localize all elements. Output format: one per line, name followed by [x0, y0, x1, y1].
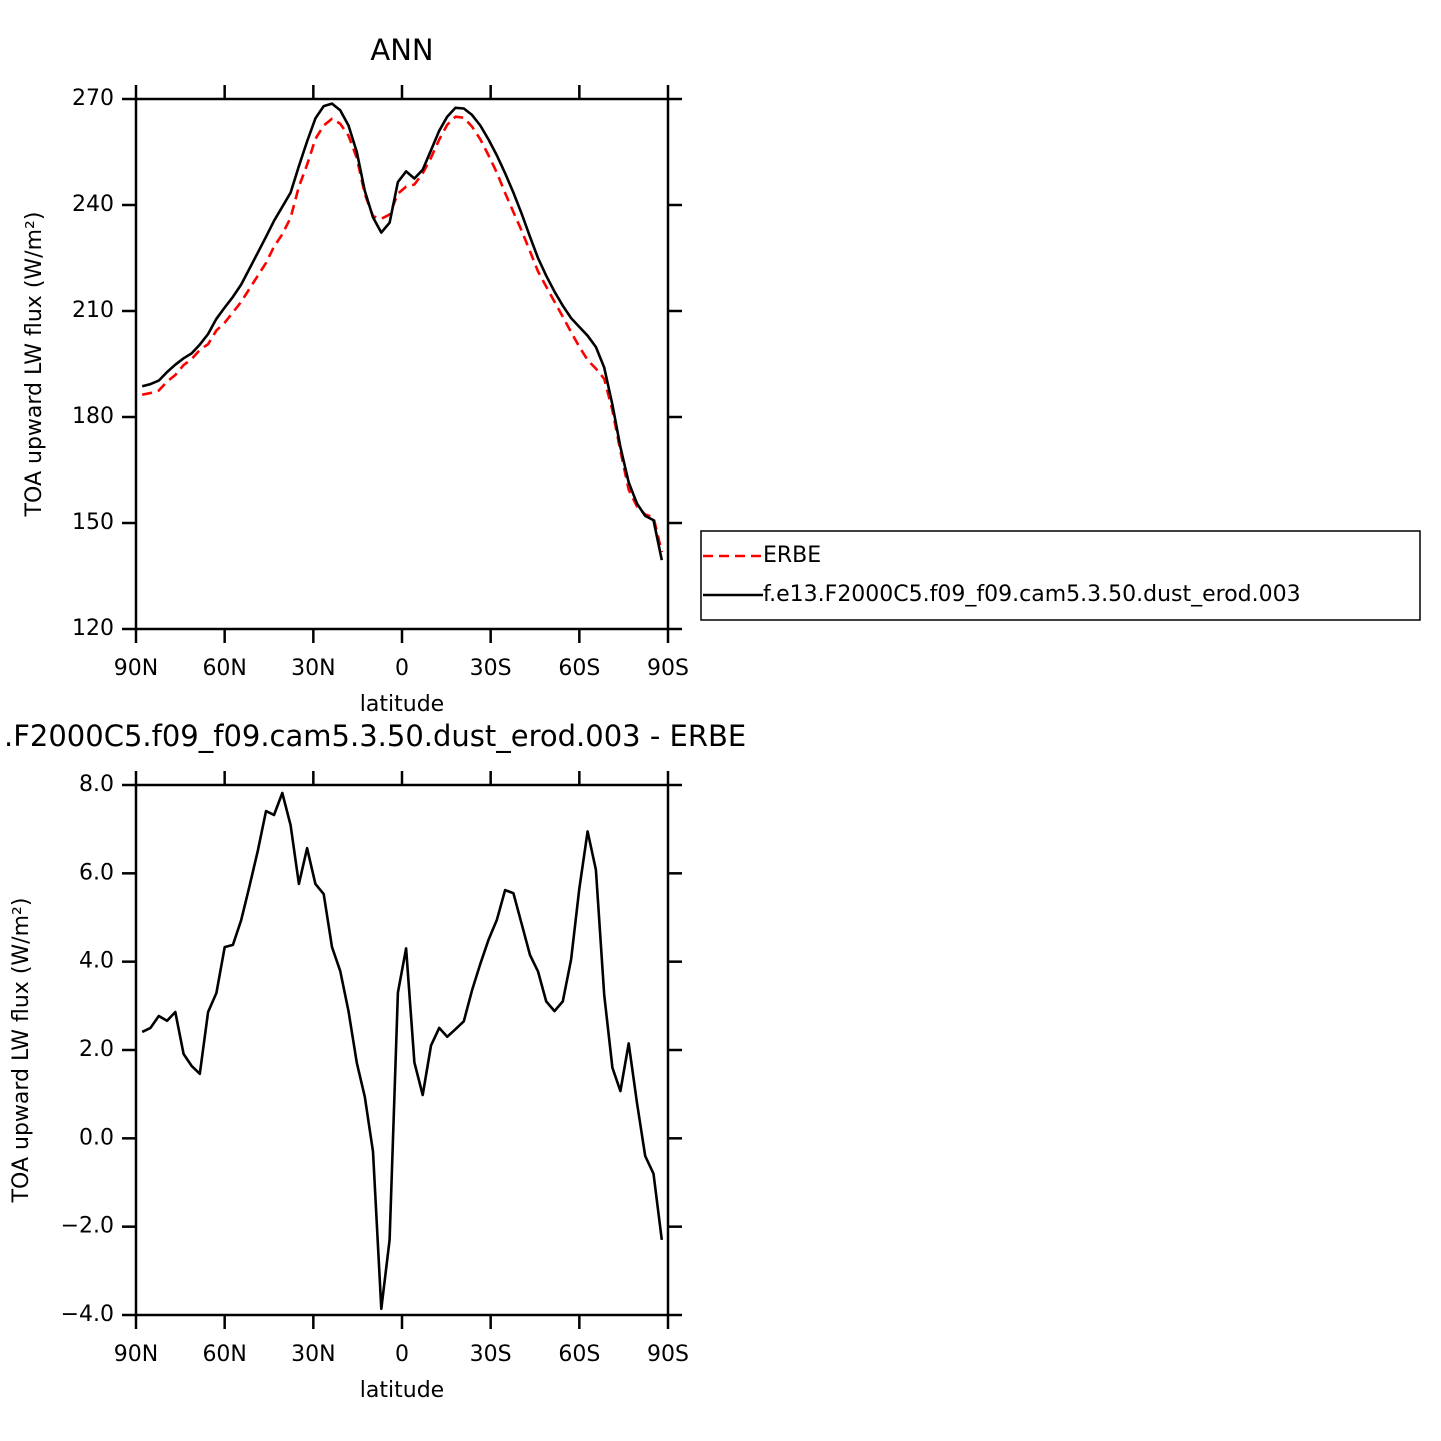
y-tick-label: 150: [72, 510, 114, 535]
y-tick-label: 240: [72, 192, 114, 217]
x-tick-label: 60N: [202, 656, 246, 681]
x-tick-label: 90N: [114, 656, 158, 681]
x-tick-label: 90N: [114, 1342, 158, 1367]
x-tick-label: 30S: [470, 656, 512, 681]
y-tick-label: −2.0: [61, 1214, 114, 1239]
chart-title: ANN: [370, 33, 433, 67]
x-axis-label: latitude: [360, 692, 444, 717]
legend-box: [700, 530, 1421, 621]
x-tick-label: 90S: [647, 656, 689, 681]
x-tick-label: 30N: [291, 1342, 335, 1367]
x-axis-label: latitude: [360, 1378, 444, 1403]
legend-label: f.e13.F2000C5.f09_f09.cam5.3.50.dust_ero…: [763, 582, 1301, 607]
x-tick-label: 60S: [558, 1342, 600, 1367]
x-tick-label: 0: [395, 1342, 409, 1367]
y-axis-label: TOA upward LW flux (W/m²): [9, 898, 34, 1204]
y-axis-label: TOA upward LW flux (W/m²): [22, 212, 47, 518]
plot-frame: [134, 783, 670, 1317]
x-tick-label: 30N: [291, 656, 335, 681]
y-tick-label: 210: [72, 298, 114, 323]
y-tick-label: 270: [72, 86, 114, 111]
x-tick-label: 60S: [558, 656, 600, 681]
x-tick-label: 60N: [202, 1342, 246, 1367]
x-tick-label: 30S: [470, 1342, 512, 1367]
y-tick-label: 8.0: [79, 772, 114, 797]
y-tick-label: 6.0: [79, 860, 114, 885]
y-tick-label: 180: [72, 404, 114, 429]
chart-title: .F2000C5.f09_f09.cam5.3.50.dust_erod.003…: [4, 719, 746, 753]
x-tick-label: 0: [395, 656, 409, 681]
y-tick-label: 4.0: [79, 949, 114, 974]
data-line: [141, 102, 664, 561]
legend-label: ERBE: [763, 543, 821, 568]
x-tick-label: 90S: [647, 1342, 689, 1367]
plot-frame: [134, 97, 670, 631]
y-tick-label: −4.0: [61, 1302, 114, 1327]
y-tick-label: 120: [72, 616, 114, 641]
data-line: [141, 115, 664, 553]
data-line: [141, 791, 664, 1311]
y-tick-label: 2.0: [79, 1037, 114, 1062]
y-tick-label: 0.0: [79, 1125, 114, 1150]
